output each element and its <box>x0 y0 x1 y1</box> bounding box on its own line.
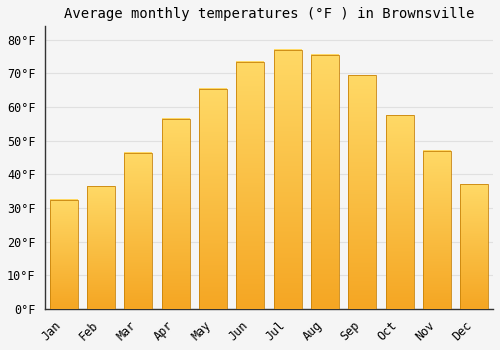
Bar <box>311 55 339 309</box>
Bar <box>460 184 488 309</box>
Bar <box>386 116 413 309</box>
Bar <box>87 186 115 309</box>
Bar <box>423 151 451 309</box>
Bar <box>348 75 376 309</box>
Bar <box>162 119 190 309</box>
Bar <box>124 153 152 309</box>
Bar <box>50 199 78 309</box>
Bar <box>199 89 227 309</box>
Bar <box>236 62 264 309</box>
Title: Average monthly temperatures (°F ) in Brownsville: Average monthly temperatures (°F ) in Br… <box>64 7 474 21</box>
Bar <box>274 50 302 309</box>
